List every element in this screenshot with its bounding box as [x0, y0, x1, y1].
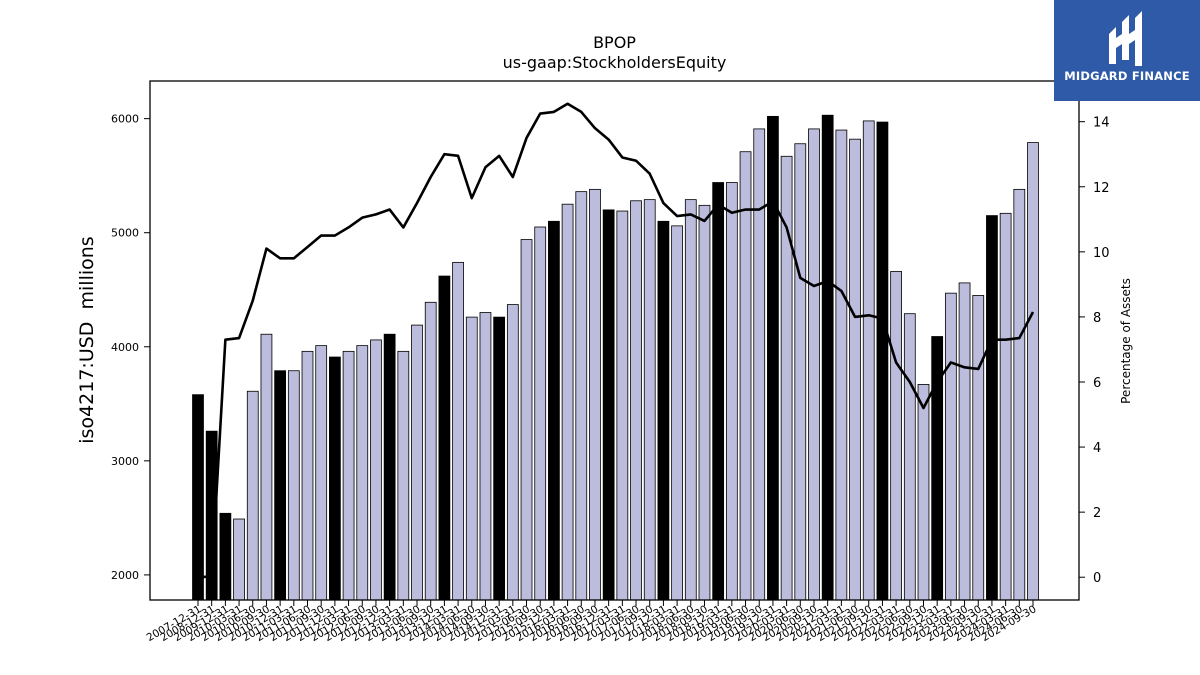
y2-tick-label: 2 — [1093, 506, 1101, 521]
chart-subtitle: us-gaap:StockholdersEquity — [503, 53, 727, 72]
y-axis-left: 2000 3000 4000 5000 6000 — [111, 113, 150, 582]
bar — [725, 182, 738, 601]
bar — [657, 220, 670, 601]
bar — [520, 239, 533, 601]
brand-logo: MIDGARD FINANCE — [1054, 0, 1200, 101]
bar — [630, 200, 642, 601]
bar — [986, 215, 998, 601]
y-axis-right: 0 2 4 6 8 10 12 14 — [1079, 116, 1110, 586]
bar — [246, 390, 259, 601]
bar — [383, 333, 396, 601]
bar — [944, 292, 957, 601]
bar — [917, 384, 930, 601]
line-series — [197, 102, 1035, 579]
y2-tick-label: 12 — [1093, 181, 1110, 196]
bar — [684, 199, 697, 601]
x-axis: 2007-12-312008-12-312009-12-312010-03-31… — [145, 600, 1039, 644]
y2-tick-label: 4 — [1093, 441, 1101, 456]
bar — [643, 199, 656, 601]
bar — [698, 204, 711, 601]
y2-tick-label: 14 — [1093, 116, 1110, 131]
bar — [370, 339, 382, 601]
bar — [192, 394, 204, 601]
y2-tick-label: 8 — [1093, 311, 1101, 326]
bar — [794, 143, 807, 601]
y-tick-label: 5000 — [111, 227, 139, 240]
bar — [329, 356, 341, 601]
bar — [671, 225, 683, 601]
bar — [890, 271, 902, 601]
bar — [342, 350, 355, 601]
y2-tick-label: 10 — [1093, 246, 1110, 261]
bar — [835, 129, 848, 601]
bar — [821, 114, 834, 601]
bar — [315, 345, 328, 601]
bar — [876, 121, 889, 601]
bar — [561, 203, 574, 601]
plot-frame — [149, 80, 1080, 601]
bar — [903, 313, 916, 601]
chart-title: BPOP — [593, 33, 636, 52]
bar — [999, 212, 1012, 601]
bar — [233, 518, 245, 601]
bar — [356, 345, 369, 601]
bar — [465, 316, 478, 601]
bar — [808, 128, 820, 601]
bar — [397, 350, 410, 601]
bar — [862, 120, 875, 601]
midgard-logo-icon — [1109, 11, 1142, 66]
bar — [219, 512, 232, 601]
y-axis-label: iso4217:USD millions — [76, 236, 98, 443]
bar — [1013, 188, 1026, 601]
bar — [589, 188, 601, 601]
bar — [438, 275, 451, 601]
bar — [260, 333, 273, 601]
bar — [301, 350, 314, 601]
bar — [602, 209, 615, 601]
bar — [767, 115, 779, 601]
bar — [616, 210, 629, 601]
y2-tick-label: 6 — [1093, 376, 1101, 391]
brand-name: MIDGARD FINANCE — [1064, 69, 1190, 83]
y-tick-label: 2000 — [111, 569, 139, 582]
bar — [506, 304, 519, 601]
y-tick-label: 6000 — [111, 113, 139, 126]
bar — [712, 182, 725, 601]
bar — [287, 370, 300, 601]
y-tick-label: 4000 — [111, 341, 139, 354]
bar — [1027, 142, 1039, 601]
bar — [972, 295, 985, 601]
bar — [548, 220, 560, 601]
bar — [424, 301, 437, 601]
bar — [452, 261, 464, 601]
bar — [274, 370, 287, 601]
bar — [411, 324, 423, 601]
bar — [753, 128, 766, 601]
bar — [958, 282, 971, 601]
bar — [493, 316, 506, 601]
line-series-path — [197, 102, 1035, 579]
bar-series — [192, 114, 1039, 601]
y2-tick-label: 0 — [1093, 571, 1101, 586]
bar — [479, 312, 492, 601]
y2-axis-label: Percentage of Assets — [1119, 278, 1133, 404]
y-tick-label: 3000 — [111, 455, 139, 468]
bar — [739, 151, 752, 601]
bar — [534, 226, 547, 601]
bar — [849, 138, 861, 601]
bar — [575, 191, 588, 601]
